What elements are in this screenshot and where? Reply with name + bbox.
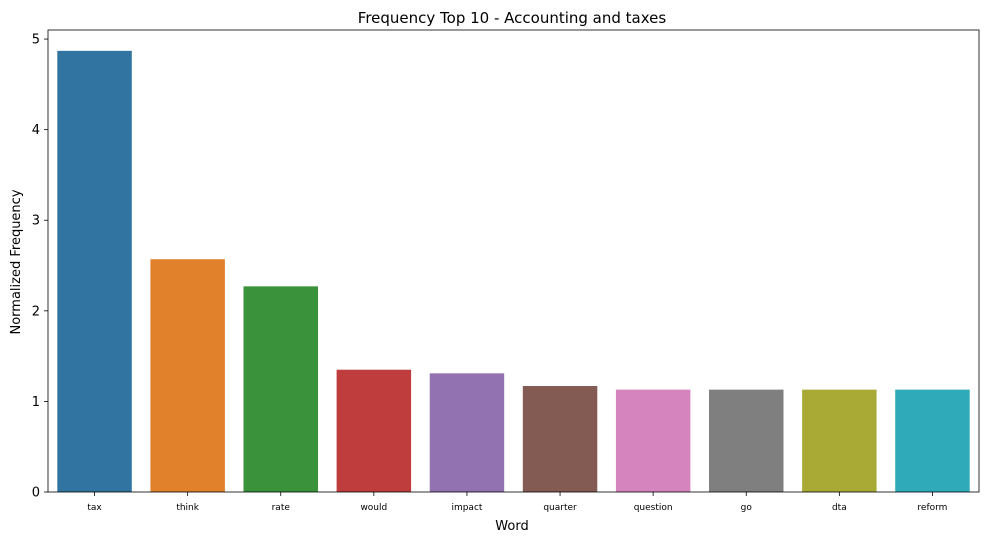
x-tick-label: tax [87, 503, 102, 513]
axes-layer [47, 29, 980, 493]
x-tick-label: think [176, 503, 199, 513]
y-tick-label: 5 [32, 33, 40, 48]
y-tick-label: 2 [32, 304, 40, 319]
bar-impact [429, 373, 505, 492]
y-tick-label: 0 [32, 486, 40, 501]
x-tick-label: reform [917, 503, 947, 513]
bar-rate [243, 286, 318, 492]
bars-layer [57, 50, 970, 493]
y-tick-label: 4 [32, 123, 40, 138]
x-axis-label: Word [495, 519, 528, 534]
bar-think [150, 259, 225, 492]
y-tick-label: 1 [32, 395, 40, 410]
x-ticks: tax think rate would impact quarter question go… [87, 492, 947, 513]
x-tick-label: question [634, 503, 673, 513]
bar-would [336, 369, 412, 492]
bar-question [615, 389, 691, 492]
y-ticks: 0 1 2 3 4 5 [32, 33, 48, 501]
x-tick-label: dta [832, 503, 847, 513]
bar-quarter [522, 386, 598, 492]
x-tick-label: go [741, 503, 753, 513]
bar-go [709, 389, 784, 492]
plot-frame [47, 29, 980, 493]
x-tick-label: would [360, 503, 387, 513]
x-tick-label: rate [272, 503, 291, 513]
bar-reform [895, 389, 970, 492]
bar-tax [57, 50, 132, 493]
x-tick-label: impact [451, 503, 482, 513]
y-axis-label: Normalized Frequency [9, 189, 24, 334]
chart-title: Frequency Top 10 - Accounting and taxes [358, 9, 667, 27]
bar-dta [802, 389, 877, 492]
x-tick-label: quarter [543, 503, 577, 513]
y-tick-label: 3 [32, 214, 40, 229]
